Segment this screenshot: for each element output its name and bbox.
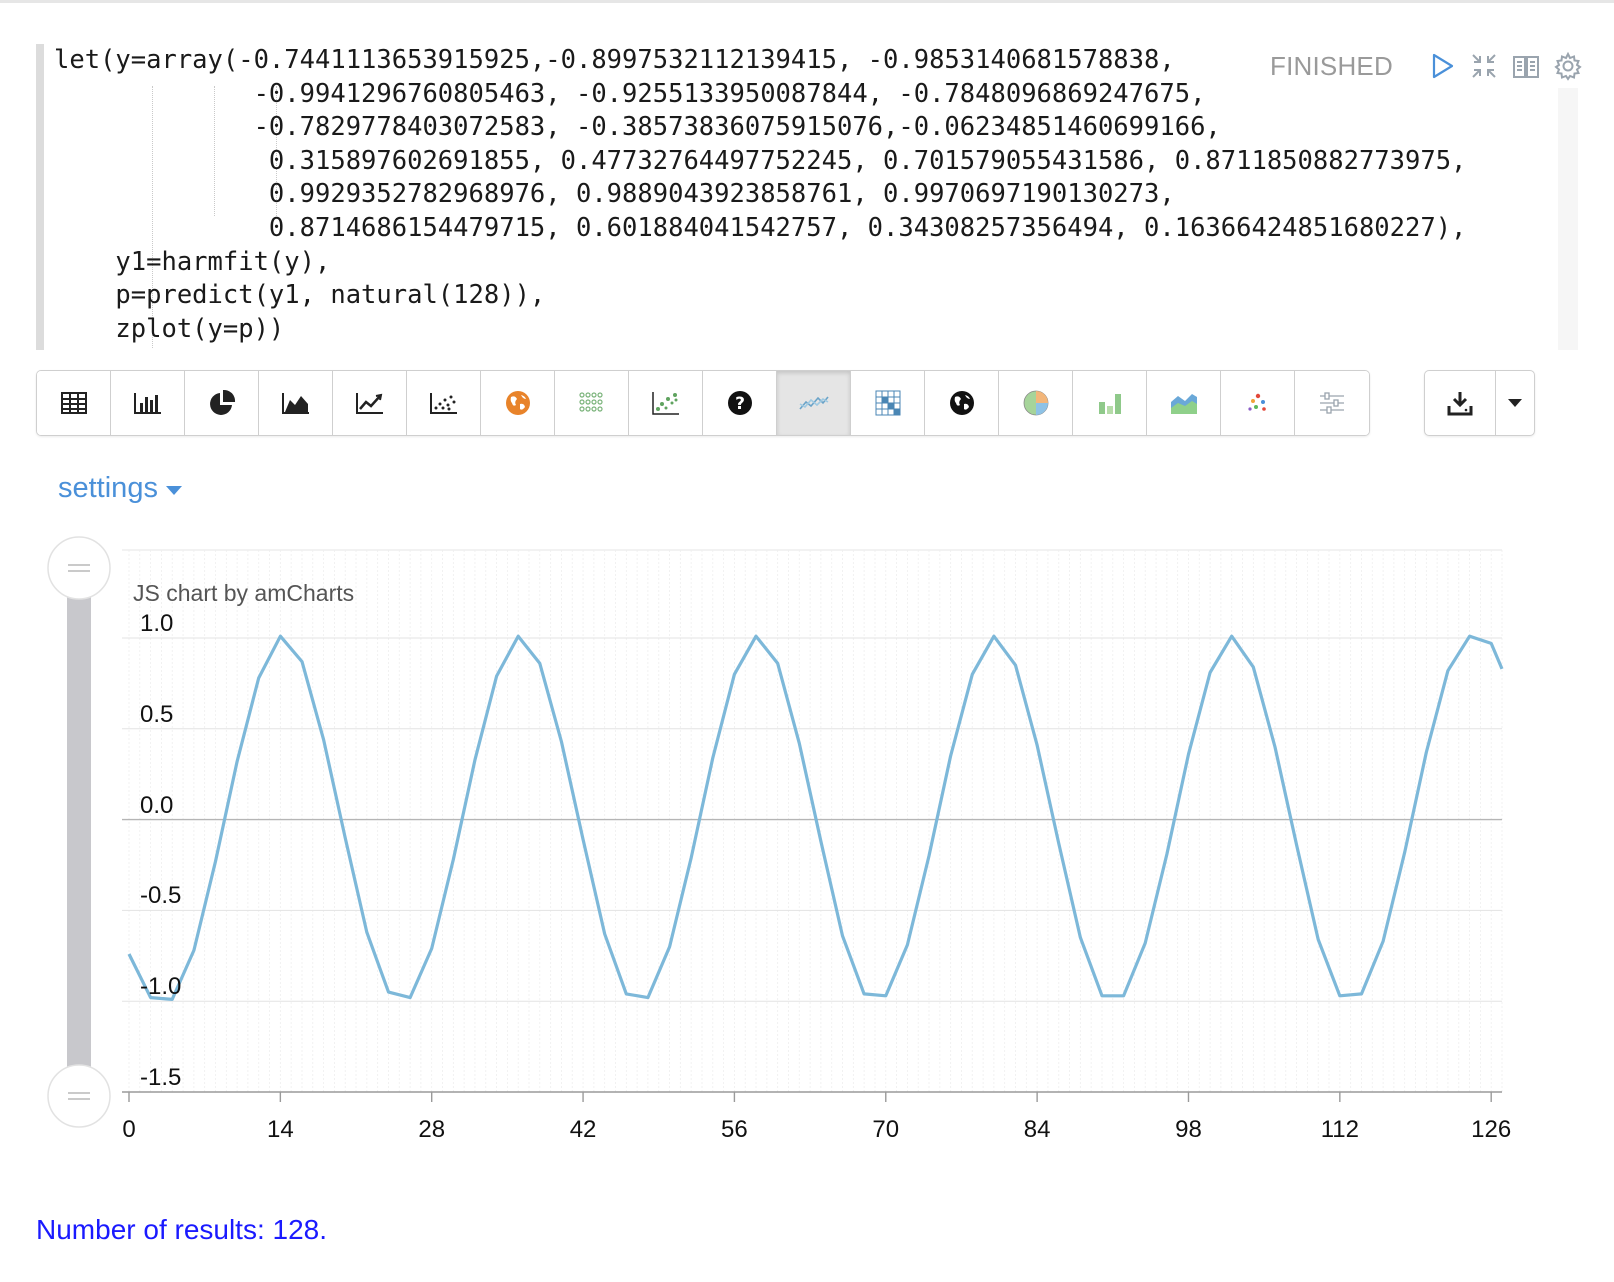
svg-text:?: ?	[735, 394, 745, 414]
y-tick-label: 0.5	[140, 700, 174, 728]
download-controls	[1424, 370, 1535, 436]
sliders-icon	[1320, 392, 1344, 414]
download-dropdown-button[interactable]	[1496, 371, 1534, 435]
amcharts-area-button[interactable]	[1147, 371, 1221, 435]
code-editor[interactable]: let(y=array(-0.7441113653915925,-0.89975…	[36, 44, 1578, 350]
x-tick-label: 28	[418, 1116, 446, 1143]
bubble-chart-button[interactable]	[629, 371, 703, 435]
chart-canvas	[47, 536, 1504, 1128]
run-icon[interactable]	[1427, 51, 1457, 81]
series-line	[127, 634, 1504, 1001]
area-chart-icon	[281, 393, 309, 414]
download-button[interactable]	[1425, 371, 1496, 435]
amcharts-bar-icon	[1098, 394, 1121, 414]
visualization-toolbar: ?	[36, 370, 1370, 436]
grid-map-icon	[875, 390, 900, 416]
code-line: -0.7829778403072583, -0.3857383607591507…	[54, 112, 1221, 143]
amcharts-area-icon	[1170, 394, 1197, 414]
heatmap-dots-button[interactable]	[555, 371, 629, 435]
x-tick-label: 84	[1023, 1116, 1051, 1143]
x-tick-label: 0	[122, 1116, 136, 1143]
y-tick-label: -0.5	[140, 882, 182, 910]
area-chart-button[interactable]	[259, 371, 333, 435]
globe-orange-icon	[505, 391, 530, 415]
scatter-chart-icon	[429, 393, 457, 414]
code-line: -0.9941296760805463, -0.9255133950087844…	[54, 78, 1206, 109]
line-chart-button[interactable]	[333, 371, 407, 435]
globe-button[interactable]	[925, 371, 999, 435]
code-line: let(y=array(-0.7441113653915925,-0.89975…	[54, 45, 1175, 75]
line-chart: JS chart by amCharts 1.0 0.5 0.0 -0.5 -1.0 -1…	[40, 530, 1560, 1170]
chart-scrollbar	[67, 580, 91, 1100]
amcharts-pie-icon	[1023, 390, 1048, 416]
help-icon: ?	[727, 391, 752, 415]
table-button[interactable]	[37, 371, 111, 435]
pie-chart-button[interactable]	[185, 371, 259, 435]
help-button[interactable]: ?	[703, 371, 777, 435]
x-tick-label: 14	[266, 1116, 294, 1143]
code-line: y1=harmfit(y),	[54, 246, 331, 277]
heatmap-dots-icon	[578, 392, 603, 412]
indent-guide	[276, 86, 277, 216]
y-tick-label: 1.0	[140, 610, 174, 637]
amcharts-scatter-icon	[1247, 393, 1266, 411]
y-tick-label: -1.0	[140, 973, 182, 1001]
x-tick-label: 112	[1320, 1116, 1359, 1143]
bar-chart-icon	[133, 393, 161, 414]
map-orange-button[interactable]	[481, 371, 555, 435]
indent-guide	[152, 86, 153, 348]
y-tick-label: -1.5	[140, 1064, 182, 1091]
x-tick-label: 56	[721, 1116, 748, 1143]
sliders-button[interactable]	[1295, 371, 1369, 435]
multi-line-chart-icon	[798, 396, 829, 410]
table-icon	[60, 392, 87, 414]
paragraph-controls: FINISHED	[1270, 46, 1583, 86]
caret-down-icon	[1508, 399, 1522, 407]
caret-down-icon	[165, 485, 182, 495]
top-divider	[0, 0, 1614, 3]
amcharts-scatter-button[interactable]	[1221, 371, 1295, 435]
amcharts-pie-button[interactable]	[999, 371, 1073, 435]
code-text[interactable]: let(y=array(-0.7441113653915925,-0.89975…	[54, 44, 1466, 346]
book-icon[interactable]	[1511, 51, 1541, 81]
results-count: Number of results: 128.	[36, 1214, 328, 1245]
scrollbar-bottom-grip[interactable]	[47, 1064, 111, 1128]
amcharts-bar-button[interactable]	[1073, 371, 1147, 435]
settings-toggle[interactable]: settings	[58, 472, 182, 505]
editor-scrollbar[interactable]	[1558, 88, 1578, 350]
scrollbar-top-grip[interactable]	[47, 536, 111, 600]
download-icon	[1447, 392, 1473, 416]
bubble-chart-icon	[651, 392, 679, 415]
chart-credit: JS chart by amCharts	[133, 580, 355, 606]
grid-map-button[interactable]	[851, 371, 925, 435]
code-line: 0.9929352782968976, 0.9889043923858761, …	[54, 179, 1175, 210]
paragraph-status: FINISHED	[1270, 50, 1393, 81]
x-tick-label: 98	[1175, 1116, 1202, 1143]
y-tick-label: 0.0	[140, 791, 174, 819]
globe-icon	[949, 391, 974, 415]
code-line: 0.8714686154479715, 0.601884041542757, 0…	[54, 212, 1467, 243]
scatter-chart-button[interactable]	[407, 371, 481, 435]
pie-chart-icon	[209, 389, 235, 415]
x-tick-label: 42	[569, 1116, 597, 1143]
indent-guide	[214, 86, 215, 216]
multi-line-chart-button[interactable]	[777, 371, 851, 435]
x-tick-label: 70	[872, 1116, 900, 1143]
x-tick-label: 126	[1471, 1116, 1512, 1143]
editor-gutter	[36, 44, 44, 350]
settings-label: settings	[58, 472, 158, 504]
collapse-icon[interactable]	[1469, 51, 1499, 81]
code-line: 0.315897602691855, 0.47732764497752245, …	[54, 145, 1467, 176]
gear-icon[interactable]	[1553, 51, 1583, 81]
bar-chart-button[interactable]	[111, 371, 185, 435]
code-line: zplot(y=p))	[54, 313, 285, 344]
code-line: p=predict(y1, natural(128)),	[54, 280, 546, 311]
line-chart-icon	[355, 393, 383, 414]
